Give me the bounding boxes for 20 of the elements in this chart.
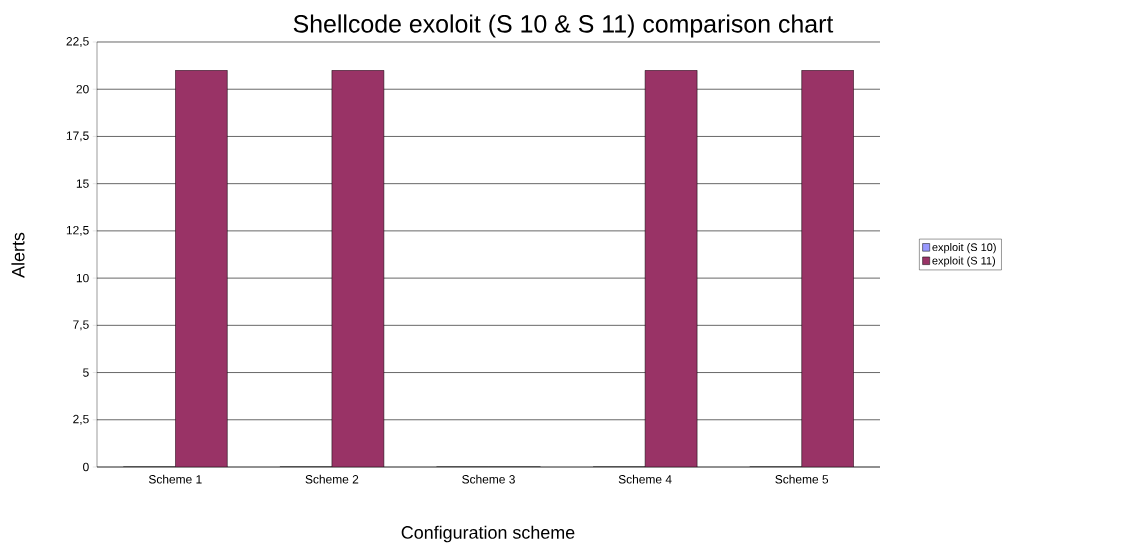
x-tick-label: Scheme 3	[462, 474, 515, 484]
y-tick-label: 7,5	[73, 320, 89, 331]
x-tick-label: Scheme 2	[305, 474, 359, 484]
x-axis-title: Configuration scheme	[401, 525, 575, 543]
legend-label: exploit (S 11)	[932, 256, 995, 267]
y-axis-title: Alerts	[11, 232, 25, 278]
y-tick-label: 17,5	[66, 131, 89, 142]
y-tick-label: 15	[76, 179, 89, 188]
y-tick-label: 0	[83, 462, 89, 472]
x-tick-label: Scheme 1	[148, 474, 202, 484]
y-tick-label: 10	[76, 273, 89, 283]
x-tick-label: Scheme 4	[618, 474, 672, 484]
y-tick-label: 5	[83, 368, 89, 377]
x-tick-label: Scheme 5	[775, 474, 829, 484]
y-tick-label: 2,5	[73, 414, 89, 425]
y-tick-label: 20	[76, 84, 89, 94]
legend-label: exploit (S 10)	[932, 243, 996, 254]
chart-title: Shellcode exoloit (S 10 & S 11) comparison chart	[293, 14, 834, 38]
y-tick-label: 22,5	[66, 37, 89, 47]
y-tick-label: 12,5	[66, 225, 89, 236]
